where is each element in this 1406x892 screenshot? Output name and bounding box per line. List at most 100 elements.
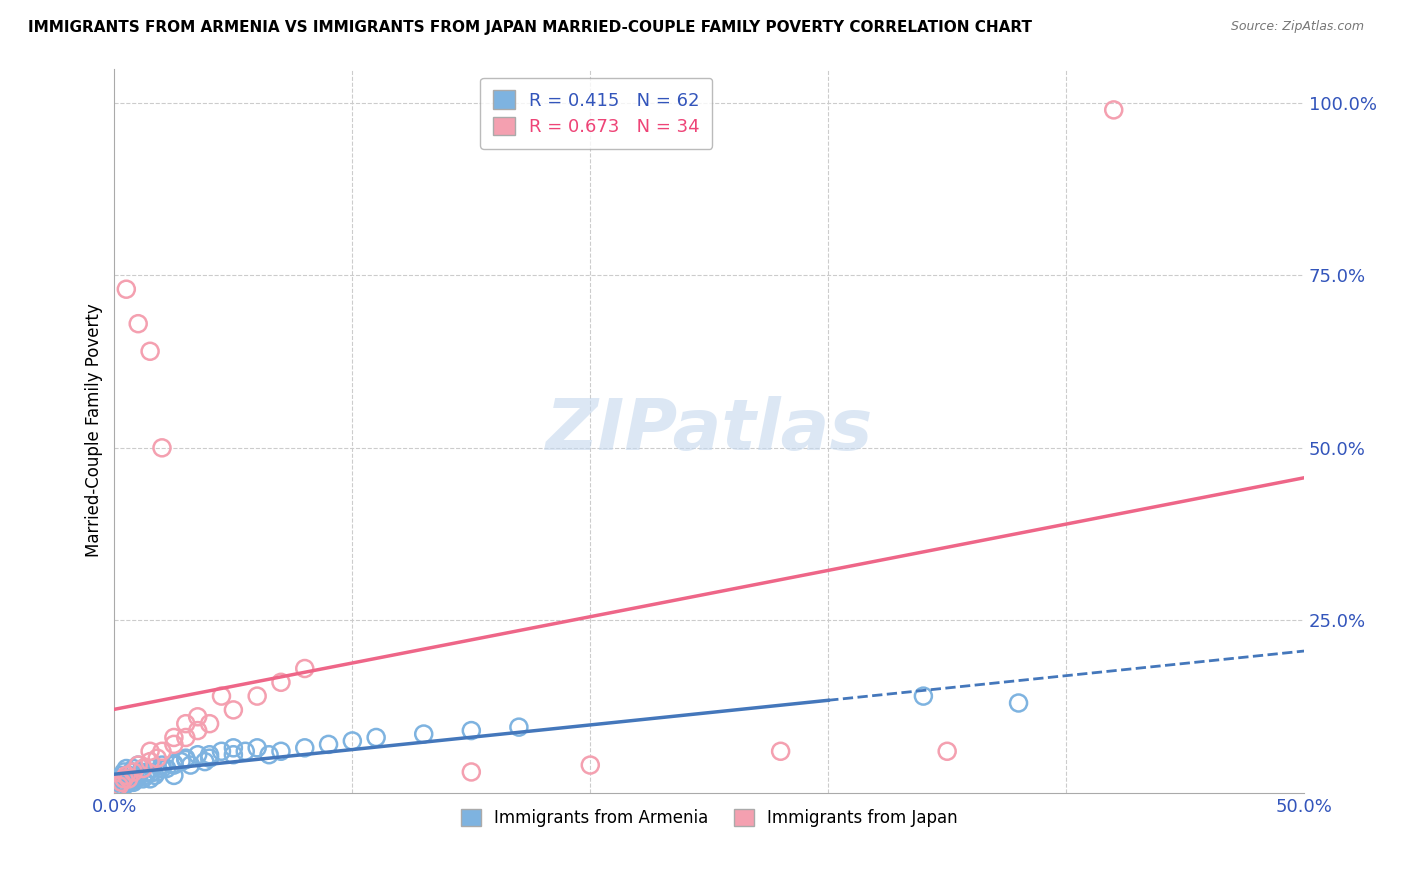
Point	[110, 775, 132, 789]
Point	[139, 344, 162, 359]
Point	[198, 747, 221, 762]
Point	[127, 758, 149, 772]
Point	[115, 777, 138, 791]
Point	[222, 703, 245, 717]
Point	[115, 762, 138, 776]
Point	[120, 772, 142, 786]
Point	[115, 772, 138, 786]
Point	[105, 782, 128, 797]
Point	[270, 675, 292, 690]
Point	[110, 780, 132, 794]
Point	[118, 772, 141, 786]
Point	[110, 779, 132, 793]
Point	[129, 764, 152, 779]
Point	[174, 731, 197, 745]
Point	[318, 738, 340, 752]
Point	[150, 758, 173, 772]
Point	[579, 758, 602, 772]
Point	[127, 768, 149, 782]
Point	[198, 751, 221, 765]
Point	[294, 661, 316, 675]
Point	[141, 762, 163, 776]
Point	[936, 744, 959, 758]
Point	[120, 764, 142, 779]
Point	[150, 744, 173, 758]
Point	[1102, 103, 1125, 117]
Point	[222, 740, 245, 755]
Point	[211, 744, 233, 758]
Point	[170, 755, 193, 769]
Point	[139, 766, 162, 780]
Point	[912, 689, 935, 703]
Point	[211, 689, 233, 703]
Point	[110, 768, 132, 782]
Point	[198, 716, 221, 731]
Point	[156, 762, 179, 776]
Point	[136, 764, 159, 779]
Point	[108, 775, 131, 789]
Point	[150, 762, 173, 776]
Point	[163, 738, 186, 752]
Point	[132, 762, 155, 776]
Point	[180, 758, 202, 772]
Point	[174, 716, 197, 731]
Point	[122, 764, 145, 779]
Point	[508, 720, 530, 734]
Point	[108, 772, 131, 786]
Point	[115, 768, 138, 782]
Point	[257, 747, 280, 762]
Point	[112, 772, 135, 786]
Point	[127, 771, 149, 785]
Point	[112, 764, 135, 779]
Y-axis label: Married-Couple Family Poverty: Married-Couple Family Poverty	[86, 303, 103, 558]
Point	[233, 744, 256, 758]
Point	[366, 731, 388, 745]
Point	[122, 773, 145, 788]
Point	[118, 768, 141, 782]
Point	[115, 282, 138, 296]
Point	[294, 740, 316, 755]
Point	[112, 775, 135, 789]
Point	[222, 747, 245, 762]
Point	[163, 731, 186, 745]
Point	[163, 768, 186, 782]
Point	[270, 744, 292, 758]
Point	[146, 764, 169, 779]
Point	[460, 764, 482, 779]
Point	[127, 317, 149, 331]
Text: Source: ZipAtlas.com: Source: ZipAtlas.com	[1230, 20, 1364, 33]
Point	[342, 734, 364, 748]
Point	[769, 744, 792, 758]
Text: ZIPatlas: ZIPatlas	[546, 396, 873, 465]
Point	[127, 758, 149, 772]
Point	[132, 762, 155, 776]
Point	[143, 768, 166, 782]
Point	[118, 775, 141, 789]
Point	[187, 723, 209, 738]
Point	[139, 755, 162, 769]
Point	[139, 772, 162, 786]
Point	[187, 710, 209, 724]
Point	[163, 758, 186, 772]
Point	[134, 768, 156, 782]
Point	[1007, 696, 1029, 710]
Point	[460, 723, 482, 738]
Point	[187, 747, 209, 762]
Point	[105, 779, 128, 793]
Text: IMMIGRANTS FROM ARMENIA VS IMMIGRANTS FROM JAPAN MARRIED-COUPLE FAMILY POVERTY C: IMMIGRANTS FROM ARMENIA VS IMMIGRANTS FR…	[28, 20, 1032, 35]
Point	[146, 751, 169, 765]
Point	[194, 755, 217, 769]
Point	[246, 689, 269, 703]
Point	[246, 740, 269, 755]
Point	[174, 753, 197, 767]
Point	[108, 779, 131, 793]
Point	[412, 727, 434, 741]
Point	[174, 751, 197, 765]
Point	[122, 775, 145, 789]
Point	[125, 772, 148, 786]
Point	[139, 744, 162, 758]
Point	[132, 772, 155, 786]
Point	[122, 762, 145, 776]
Point	[163, 756, 186, 771]
Legend: Immigrants from Armenia, Immigrants from Japan: Immigrants from Armenia, Immigrants from…	[453, 800, 966, 835]
